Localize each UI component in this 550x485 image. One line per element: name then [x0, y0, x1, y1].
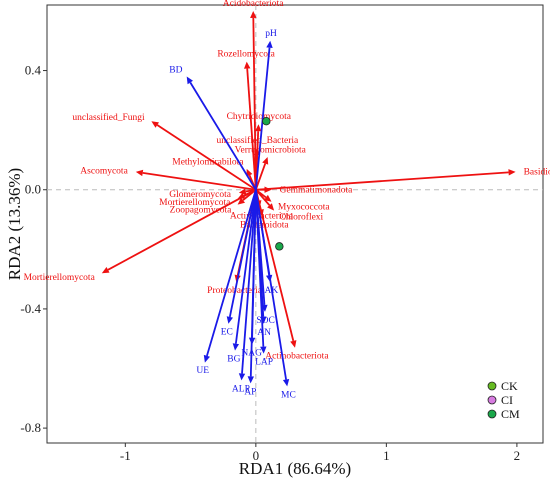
legend-label: CK	[501, 379, 518, 393]
x-tick-label: 1	[383, 448, 390, 463]
env-arrow-label: UE	[196, 366, 209, 376]
env-arrow-label: pH	[265, 29, 277, 39]
taxa-arrow-label: Chytridiomycota	[227, 112, 292, 122]
taxa-arrow-label: Mortierellomycota	[24, 273, 96, 283]
env-arrow-label: AN	[257, 328, 271, 338]
taxa-arrow-head	[237, 197, 245, 205]
env-arrow-label: MC	[281, 390, 296, 400]
x-axis-title: RDA1 (86.64%)	[239, 459, 351, 478]
env-arrow-head	[266, 40, 273, 48]
env-arrow-shaft	[254, 189, 287, 380]
taxa-arrow-shaft	[107, 188, 257, 271]
env-arrow-shaft	[254, 47, 271, 190]
env-arrow-head	[232, 343, 239, 351]
env-arrow-shaft	[206, 189, 257, 357]
env-arrow-head	[238, 373, 246, 381]
y-tick-label: 0.4	[25, 63, 42, 78]
env-arrow-head	[203, 354, 210, 363]
env-arrow-head	[282, 379, 290, 387]
env-arrow-label: BG	[227, 355, 240, 365]
env-arrow-label: EC	[221, 328, 233, 338]
plot-frame	[46, 4, 544, 444]
taxa-arrow-label: Basidiomycota	[524, 167, 550, 177]
taxa-arrow-head	[244, 61, 251, 69]
taxa-arrow-head	[250, 11, 257, 18]
x-tick-label: 0	[253, 448, 260, 463]
taxa-arrow-head	[508, 169, 516, 176]
env-arrow-head	[260, 346, 267, 354]
y-tick-label: -0.4	[20, 301, 41, 316]
taxa-arrow-label: Mortierellomycota	[159, 198, 231, 208]
y-tick-label: 0.0	[25, 182, 41, 197]
env-arrow-head	[247, 376, 254, 384]
axis-ticks: -1 0 1 2 -0.8 -0.4 0.0 0.4	[20, 63, 520, 463]
env-arrow-label: SOC	[256, 316, 274, 326]
taxa-arrow-shaft	[254, 163, 267, 191]
env-arrow-shaft	[254, 189, 265, 347]
sample-point	[262, 117, 271, 126]
taxa-arrow-label: Gemmatimonadota	[280, 186, 354, 196]
env-arrow-label: AP	[244, 387, 256, 397]
y-tick-label: -0.8	[20, 420, 41, 435]
taxa-arrow-label: Rozellomycota	[217, 50, 275, 60]
legend-label: CI	[501, 393, 513, 407]
env-arrow-label: ALP	[232, 384, 250, 394]
taxa-arrow-shaft	[246, 68, 257, 190]
taxa-arrow-shaft	[255, 171, 509, 191]
legend-marker	[487, 409, 497, 419]
taxa-arrow-shaft	[255, 189, 271, 206]
x-tick-label: -1	[120, 448, 131, 463]
taxa-arrow-label: Acidobacteriota	[223, 0, 284, 9]
taxa-arrow-head	[264, 186, 272, 193]
env-arrow-label: LAP	[255, 358, 273, 368]
taxa-arrow-label: Glomeromycota	[169, 190, 232, 200]
env-arrow-shaft	[241, 189, 257, 374]
taxa-arrow-shaft	[254, 189, 295, 342]
sample-points	[262, 117, 284, 251]
env-arrow-head	[186, 76, 193, 85]
taxa-arrow-head	[101, 267, 110, 274]
env-arrow-shaft	[189, 82, 257, 191]
taxa-arrow-label: Ascomycota	[80, 167, 128, 177]
env-arrow-head	[226, 316, 233, 324]
env-arrow-shaft	[249, 189, 257, 377]
legend-marker	[487, 381, 497, 391]
taxa-arrow-head	[238, 188, 247, 195]
taxa-arrow-head	[267, 203, 275, 211]
taxa-arrow-label: Zoopagomycota	[170, 206, 233, 216]
taxa-arrow-head	[255, 124, 262, 132]
legend-label: CM	[501, 407, 520, 421]
taxa-arrow-shaft	[156, 124, 257, 191]
taxa-arrow-label: unclassified_Fungi	[72, 112, 145, 123]
env-arrow-label: BD	[169, 66, 182, 76]
taxa-arrow-head	[135, 169, 144, 177]
legend-marker	[487, 395, 497, 405]
env-arrow-shaft	[228, 189, 257, 318]
taxa-arrow-label: Verrucomicrobiota	[235, 145, 307, 155]
y-axis-title: RDA2 (13.36%)	[5, 168, 24, 280]
taxa-arrow-head	[290, 340, 297, 348]
taxa-arrow-label: unclassified_Bacteria	[217, 135, 300, 146]
env-arrow-shaft	[234, 189, 257, 344]
taxa-arrow-label: Methylomirabilota	[172, 158, 244, 168]
taxa-arrow-label: Chloroflexi	[279, 212, 323, 223]
taxa-arrow-head	[151, 121, 159, 128]
taxa-arrow-label: Actinobacteriota	[265, 351, 329, 361]
sample-point	[275, 242, 284, 251]
taxa-arrow-shaft	[142, 171, 256, 191]
x-tick-label: 2	[514, 448, 521, 463]
arrow-layer: Acidobacteriota Rozellomycota unclassified…	[24, 0, 550, 400]
taxa-arrow-shaft	[252, 17, 257, 190]
taxa-arrow-head	[246, 168, 253, 177]
taxa-arrow-head	[262, 157, 269, 165]
taxa-arrow-label: Myxococcota	[278, 203, 330, 213]
